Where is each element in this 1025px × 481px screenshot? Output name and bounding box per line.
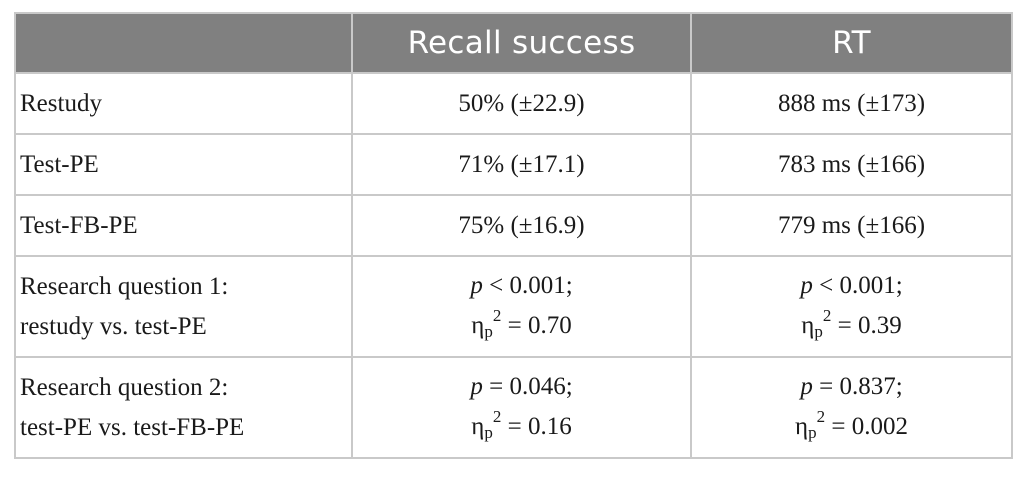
recall-stats: p < 0.001; ηp2 = 0.70: [351, 255, 692, 358]
question-title: Research question 1:: [20, 272, 229, 300]
results-table: Recall success RT Restudy 50% (±22.9) 88…: [14, 12, 1013, 459]
eta-line: ηp2 = 0.39: [692, 306, 1011, 348]
eta-subscript: p: [484, 422, 493, 442]
p-value: < 0.001;: [482, 271, 573, 299]
eta-superscript: 2: [492, 406, 502, 426]
eta-symbol: η: [471, 311, 485, 339]
eta-line: ηp2 = 0.16: [353, 407, 690, 449]
header-recall-success: Recall success: [351, 12, 692, 74]
row-label: Test-FB-PE: [14, 194, 353, 257]
eta-subscript: p: [484, 321, 493, 341]
question-title: Research question 2:: [20, 373, 229, 401]
table-header: Recall success RT: [14, 12, 1013, 74]
row-label: Restudy: [14, 72, 353, 135]
p-symbol: p: [470, 372, 483, 400]
eta-subscript: p: [814, 321, 823, 341]
eta-symbol: η: [471, 412, 485, 440]
eta-line: ηp2 = 0.002: [692, 407, 1011, 449]
eta-value: = 0.70: [501, 311, 572, 339]
recall-value: 50% (±22.9): [351, 72, 692, 135]
eta-symbol: η: [801, 311, 815, 339]
p-value: < 0.001;: [812, 271, 903, 299]
p-symbol: p: [470, 271, 483, 299]
recall-stats: p = 0.046; ηp2 = 0.16: [351, 356, 692, 459]
header-row: Recall success RT: [14, 12, 1013, 74]
question-label: Research question 2: test-PE vs. test-FB…: [14, 356, 353, 459]
rt-stats: p < 0.001; ηp2 = 0.39: [690, 255, 1013, 358]
p-symbol: p: [800, 372, 813, 400]
p-value: = 0.837;: [812, 372, 903, 400]
eta-value: = 0.39: [831, 311, 902, 339]
row-label: Test-PE: [14, 133, 353, 196]
header-empty-cell: [14, 12, 353, 74]
table-row-question-1: Research question 1: restudy vs. test-PE…: [14, 255, 1013, 358]
p-value-line: p < 0.001;: [692, 266, 1011, 306]
recall-value: 71% (±17.1): [351, 133, 692, 196]
header-rt: RT: [690, 12, 1013, 74]
eta-value: = 0.002: [825, 412, 908, 440]
eta-value: = 0.16: [501, 412, 572, 440]
table-row: Test-FB-PE 75% (±16.9) 779 ms (±166): [14, 194, 1013, 257]
rt-value: 888 ms (±173): [690, 72, 1013, 135]
table-body: Restudy 50% (±22.9) 888 ms (±173) Test-P…: [14, 72, 1013, 459]
p-value: = 0.046;: [482, 372, 573, 400]
eta-superscript: 2: [816, 406, 826, 426]
rt-value: 779 ms (±166): [690, 194, 1013, 257]
p-value-line: p = 0.046;: [353, 367, 690, 407]
table-row-question-2: Research question 2: test-PE vs. test-FB…: [14, 356, 1013, 459]
eta-superscript: 2: [822, 305, 832, 325]
p-value-line: p = 0.837;: [692, 367, 1011, 407]
question-comparison: test-PE vs. test-FB-PE: [20, 413, 245, 441]
rt-stats: p = 0.837; ηp2 = 0.002: [690, 356, 1013, 459]
question-label: Research question 1: restudy vs. test-PE: [14, 255, 353, 358]
eta-superscript: 2: [492, 305, 502, 325]
eta-subscript: p: [808, 422, 817, 442]
p-symbol: p: [800, 271, 813, 299]
eta-symbol: η: [795, 412, 809, 440]
eta-line: ηp2 = 0.70: [353, 306, 690, 348]
table-row: Restudy 50% (±22.9) 888 ms (±173): [14, 72, 1013, 135]
rt-value: 783 ms (±166): [690, 133, 1013, 196]
table-row: Test-PE 71% (±17.1) 783 ms (±166): [14, 133, 1013, 196]
question-comparison: restudy vs. test-PE: [20, 312, 207, 340]
p-value-line: p < 0.001;: [353, 266, 690, 306]
recall-value: 75% (±16.9): [351, 194, 692, 257]
